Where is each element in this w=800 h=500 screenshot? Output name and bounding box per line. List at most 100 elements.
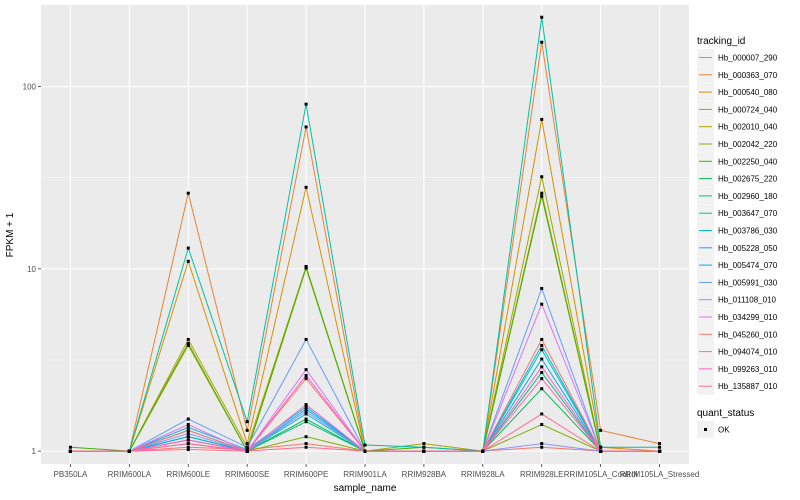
data-point xyxy=(540,286,544,290)
x-tick-label: RRIM600SE xyxy=(225,470,269,479)
data-point xyxy=(186,337,190,341)
legend2-marker xyxy=(704,428,707,431)
data-point xyxy=(599,449,603,453)
data-point xyxy=(245,428,249,432)
legend-label: Hb_002010_040 xyxy=(718,123,778,132)
legend-label: Hb_005474_070 xyxy=(718,261,778,270)
data-point xyxy=(540,117,544,121)
legend-item: Hb_005474_070 xyxy=(697,256,778,274)
legend-item: Hb_005228_050 xyxy=(697,239,778,257)
data-point xyxy=(186,448,190,452)
data-point xyxy=(540,445,544,449)
legend-label: Hb_003786_030 xyxy=(718,227,778,236)
y-tick-label: 1 xyxy=(32,447,37,456)
data-point xyxy=(599,445,603,449)
data-point xyxy=(127,449,131,453)
x-axis-title: sample_name xyxy=(334,483,397,494)
legend-label: Hb_045260_010 xyxy=(718,330,778,339)
legend-item: Hb_135887_010 xyxy=(697,377,778,395)
data-point xyxy=(245,445,249,449)
x-tick-label: RRIM901LA xyxy=(343,470,387,479)
legend-label: Hb_034299_010 xyxy=(718,313,778,322)
data-point xyxy=(304,409,308,413)
data-point xyxy=(540,387,544,391)
x-tick-label: RRIM928LE xyxy=(520,470,564,479)
data-point xyxy=(304,442,308,446)
legend-item: Hb_099263_010 xyxy=(697,360,778,378)
legend-title: tracking_id xyxy=(697,36,745,47)
legend-item: Hb_034299_010 xyxy=(697,308,778,326)
data-point xyxy=(245,420,249,424)
x-tick-label: RRIM600PE xyxy=(284,470,328,479)
legend-label: Hb_000363_070 xyxy=(718,71,778,80)
legend-label: Hb_002675_220 xyxy=(718,175,778,184)
legend2-label: OK xyxy=(718,426,730,435)
data-point xyxy=(304,368,308,372)
y-axis-title: FPKM + 1 xyxy=(5,212,16,257)
legend-label: Hb_002960_180 xyxy=(718,192,778,201)
data-point xyxy=(422,442,426,446)
data-point xyxy=(186,435,190,439)
data-point xyxy=(186,428,190,432)
data-point xyxy=(540,365,544,369)
y-tick-label: 100 xyxy=(23,83,37,92)
legend2-item: OK xyxy=(697,421,730,438)
legend-label: Hb_003647_070 xyxy=(718,209,778,218)
data-point xyxy=(186,438,190,442)
data-point xyxy=(540,175,544,179)
data-point xyxy=(599,428,603,432)
data-point xyxy=(186,431,190,435)
data-point xyxy=(304,412,308,416)
x-axis: PB350LA RRIM600LA RRIM600LE RRIM600SE RRIM60… xyxy=(54,464,699,479)
data-point xyxy=(304,102,308,106)
legend-label: Hb_005228_050 xyxy=(718,244,778,253)
data-point xyxy=(540,337,544,341)
data-point xyxy=(540,40,544,44)
data-point xyxy=(540,194,544,198)
data-point xyxy=(245,442,249,446)
data-point xyxy=(68,445,72,449)
data-point xyxy=(304,407,308,411)
data-point xyxy=(186,417,190,421)
data-point xyxy=(363,449,367,453)
data-point xyxy=(540,442,544,446)
data-point xyxy=(422,449,426,453)
data-point xyxy=(540,191,544,195)
data-point xyxy=(186,445,190,449)
data-point xyxy=(304,405,308,409)
legend-item: Hb_094074_010 xyxy=(697,343,778,361)
data-point xyxy=(186,191,190,195)
data-point xyxy=(304,435,308,439)
legend-label: Hb_135887_010 xyxy=(718,382,778,391)
data-point xyxy=(304,377,308,381)
legend-item: Hb_003786_030 xyxy=(697,222,778,239)
y-axis: 1 10 100 xyxy=(23,83,41,456)
legend-label: Hb_005991_030 xyxy=(718,278,778,287)
legend-label: Hb_000007_290 xyxy=(718,54,778,63)
x-tick-label: RRIM928BA xyxy=(402,470,447,479)
data-point xyxy=(540,343,544,347)
legend-label: Hb_000540_080 xyxy=(718,88,778,97)
legend-item: Hb_000007_290 xyxy=(697,49,778,66)
x-tick-label: RRIM600LE xyxy=(166,470,210,479)
data-point xyxy=(304,185,308,189)
data-point xyxy=(245,448,249,452)
legend-item: Hb_002960_180 xyxy=(697,187,778,205)
data-point xyxy=(304,420,308,424)
data-point xyxy=(540,348,544,352)
x-tick-label: RRIM105LA_Control xyxy=(564,470,638,479)
legend-item: Hb_000540_080 xyxy=(697,83,778,101)
legend: tracking_id Hb_000007_290 Hb_000363_070 Hb… xyxy=(697,36,778,438)
data-point xyxy=(658,449,662,453)
data-point xyxy=(481,449,485,453)
data-point xyxy=(304,403,308,407)
data-point xyxy=(540,422,544,426)
legend-label: Hb_002042_220 xyxy=(718,140,778,149)
data-point xyxy=(304,266,308,270)
legend-item: Hb_002675_220 xyxy=(697,170,778,188)
legend-label: Hb_099263_010 xyxy=(718,365,778,374)
legend-item: Hb_005991_030 xyxy=(697,273,778,291)
data-point xyxy=(658,442,662,446)
legend-item: Hb_002042_220 xyxy=(697,135,778,153)
